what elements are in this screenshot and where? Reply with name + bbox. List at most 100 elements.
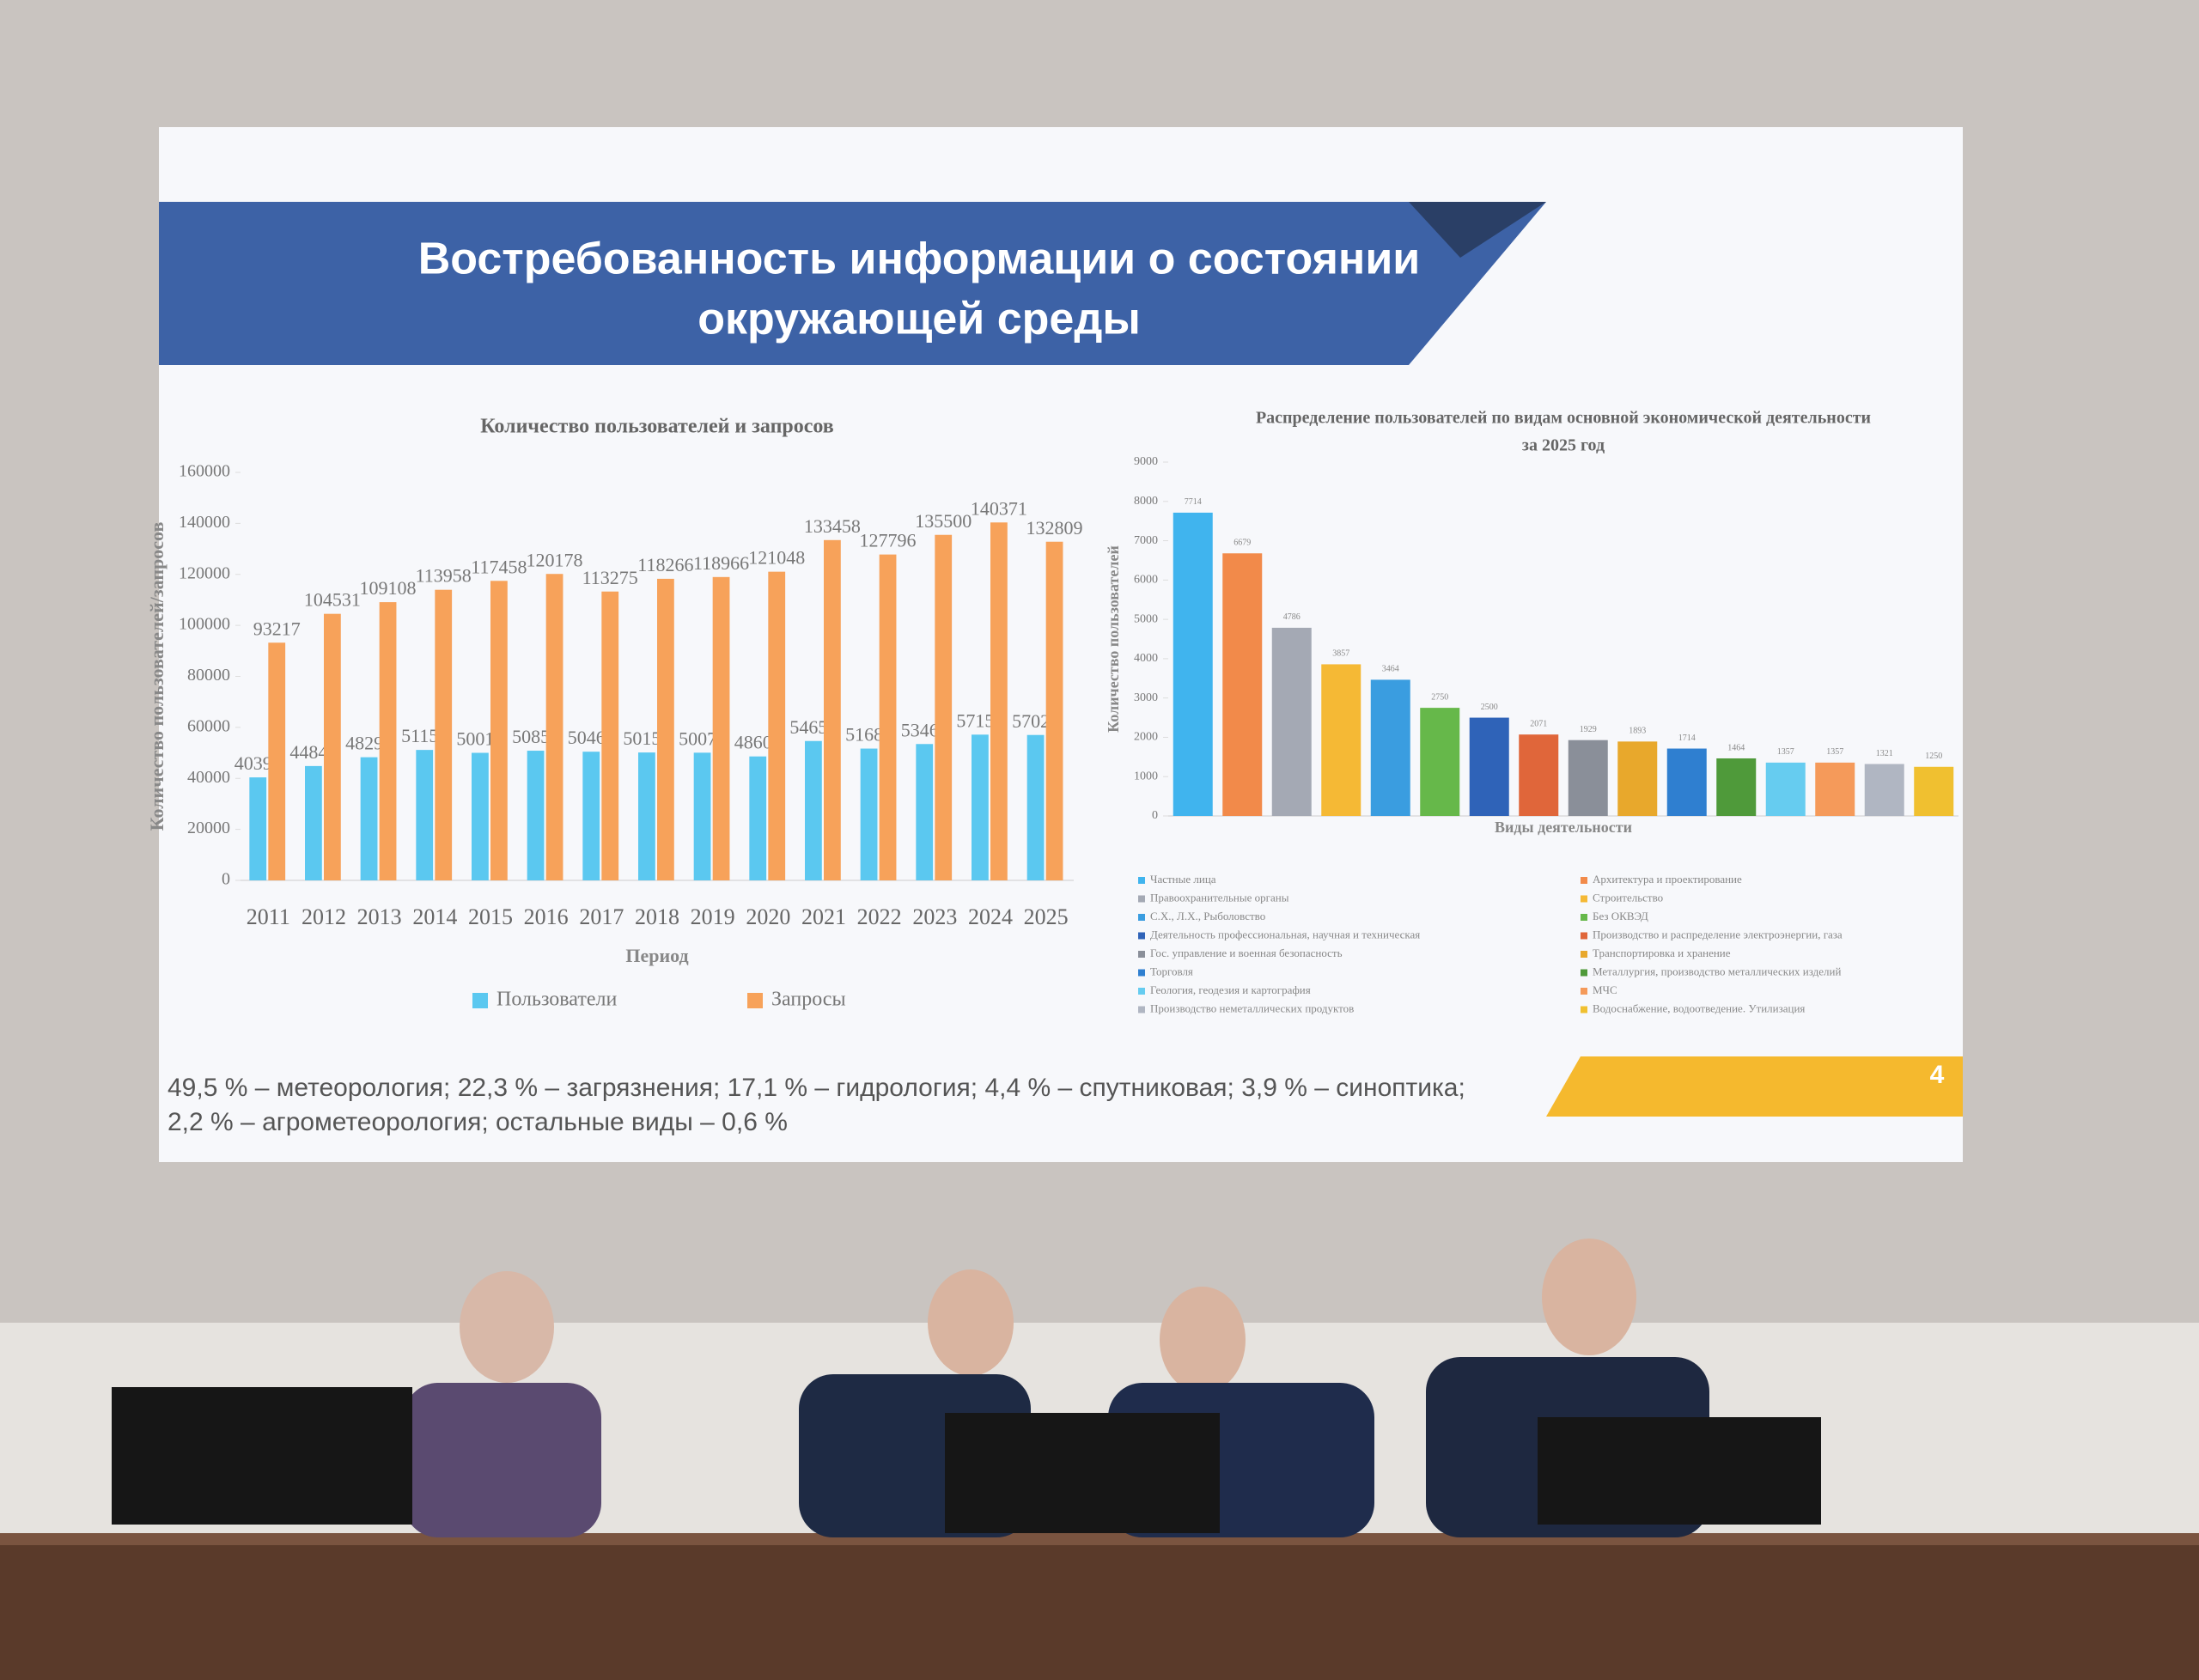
bar: [1271, 627, 1312, 816]
legend-label: Металлургия, производство металлических …: [1593, 965, 1841, 977]
legend-swatch: [1138, 951, 1145, 958]
y-tick-label: 9000: [1134, 455, 1158, 468]
bar: [860, 748, 878, 880]
footnote: 49,5 % – метеорология; 22,3 % – загрязне…: [168, 1074, 1465, 1102]
bar: [490, 581, 508, 880]
x-axis-label: Виды деятельности: [1495, 819, 1632, 836]
bar: [1222, 553, 1263, 816]
person: [460, 1271, 554, 1383]
bar: [1716, 758, 1757, 816]
bar: [1765, 762, 1806, 816]
value-label: 3857: [1332, 649, 1349, 659]
bar: [638, 752, 655, 880]
value-label: 109108: [360, 577, 417, 599]
y-tick-label: 120000: [179, 563, 230, 582]
bar: [1617, 741, 1658, 816]
bar: [879, 554, 897, 880]
person: [404, 1383, 601, 1537]
value-label: 1250: [1925, 752, 1942, 761]
legend-label: Частные лица: [1150, 873, 1216, 886]
value-label: 1321: [1876, 749, 1893, 758]
y-tick-label: 140000: [179, 513, 230, 532]
value-label: 120178: [527, 549, 583, 570]
legend-label: Архитектура и проектирование: [1593, 873, 1742, 886]
bar: [1666, 748, 1707, 816]
value-label: 113958: [416, 565, 472, 587]
x-tick-label: 2023: [912, 904, 957, 929]
bar: [824, 539, 841, 880]
bar: [1026, 734, 1045, 880]
legend-swatch: [1581, 988, 1587, 995]
monitor: [945, 1413, 1220, 1533]
value-label: 118966: [693, 552, 749, 574]
value-label: 1464: [1727, 743, 1745, 752]
legend-label: Без ОКВЭД: [1593, 910, 1648, 922]
y-tick-label: 0: [1152, 809, 1158, 822]
bar: [545, 574, 563, 880]
bar: [768, 571, 786, 880]
bar: [360, 757, 378, 880]
value-label: 132809: [1026, 517, 1083, 539]
y-tick-label: 1000: [1134, 770, 1158, 782]
bar: [305, 765, 322, 880]
bar: [1420, 708, 1460, 816]
bar: [435, 589, 453, 880]
bar: [1321, 664, 1361, 816]
value-label: 1929: [1580, 725, 1597, 734]
legend-label: Транспортировка и хранение: [1593, 947, 1731, 959]
legend-swatch: [1581, 951, 1587, 958]
value-label: 1893: [1629, 727, 1646, 736]
monitor: [112, 1387, 412, 1525]
legend-label: Водоснабжение, водоотведение. Утилизация: [1593, 1001, 1805, 1014]
bar: [916, 744, 934, 880]
value-label: 1714: [1678, 733, 1696, 743]
value-label: 104531: [304, 589, 361, 611]
legend-swatch: [1138, 877, 1145, 884]
banner-accent: [1409, 202, 1546, 258]
legend-label: Геология, геодезия и картография: [1150, 983, 1311, 996]
value-label: 135500: [915, 510, 972, 532]
legend-label: Пользователи: [496, 989, 617, 1011]
y-tick-label: 7000: [1134, 534, 1158, 547]
value-label: 4786: [1283, 612, 1301, 622]
x-tick-label: 2018: [635, 904, 679, 929]
x-tick-label: 2015: [468, 904, 513, 929]
page-band: [1546, 1056, 1963, 1117]
bar: [693, 752, 711, 880]
bar: [527, 751, 545, 880]
legend-label: Торговля: [1150, 965, 1193, 977]
page-number: 4: [1930, 1061, 1945, 1089]
bar: [1519, 734, 1559, 816]
legend-swatch: [1581, 914, 1587, 921]
y-tick-label: 4000: [1134, 652, 1158, 665]
value-label: 1357: [1777, 747, 1794, 757]
value-label: 140371: [971, 497, 1027, 519]
person: [928, 1269, 1014, 1376]
chart-title: Распределение пользователей по видам осн…: [1256, 409, 1871, 428]
value-label: 127796: [860, 530, 917, 551]
bar: [416, 750, 434, 880]
bar: [990, 522, 1008, 880]
chart-title: Количество пользователей и запросов: [480, 416, 834, 438]
y-tick-label: 3000: [1134, 691, 1158, 704]
legend-swatch: [747, 993, 763, 1008]
legend-label: МЧС: [1593, 983, 1617, 996]
y-tick-label: 160000: [179, 462, 230, 481]
monitor: [1538, 1417, 1821, 1525]
legend-label: С.Х., Л.Х., Рыболовство: [1150, 910, 1265, 922]
y-tick-label: 8000: [1134, 495, 1158, 508]
table-edge: [0, 1533, 2199, 1545]
legend-swatch: [1138, 914, 1145, 921]
y-axis-label: Количество пользователей: [1105, 545, 1122, 733]
x-tick-label: 2016: [524, 904, 569, 929]
bar: [1173, 512, 1213, 816]
bar: [472, 752, 489, 880]
value-label: 2750: [1431, 692, 1448, 702]
x-axis-label: Период: [625, 945, 688, 966]
y-tick-label: 6000: [1134, 574, 1158, 587]
bar: [935, 534, 953, 880]
legend-label: Запросы: [771, 989, 846, 1011]
x-tick-label: 2025: [1024, 904, 1069, 929]
